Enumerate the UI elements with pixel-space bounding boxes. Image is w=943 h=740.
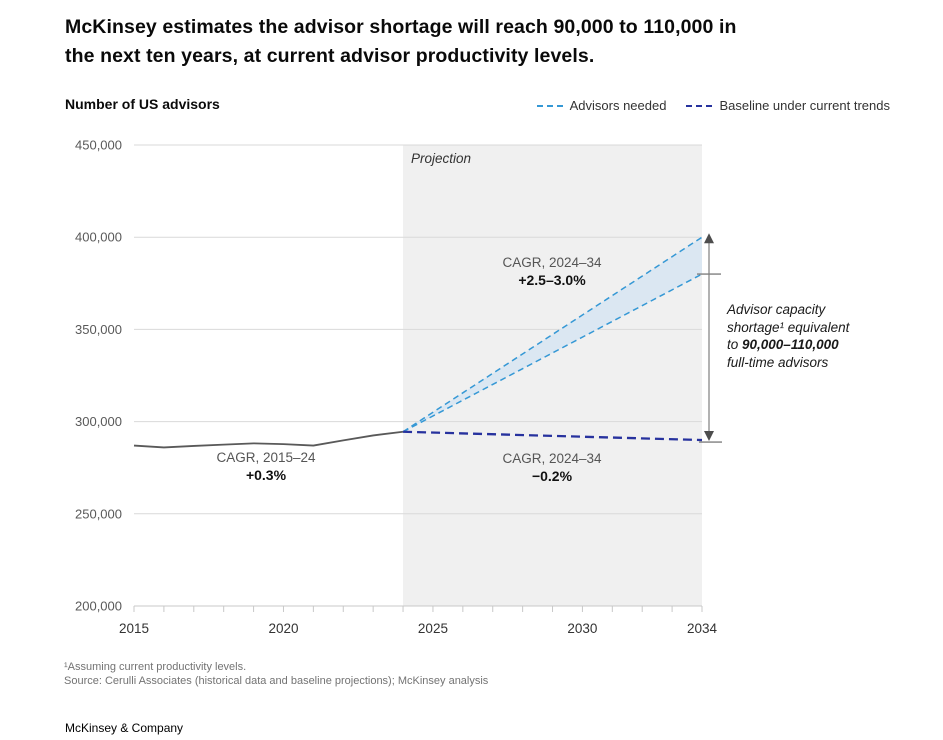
y-axis-tick-label: 250,000 bbox=[75, 506, 122, 521]
page-title-line2: the next ten years, at current advisor p… bbox=[65, 44, 595, 67]
footnote-assumption: ¹Assuming current productivity levels. bbox=[64, 661, 247, 673]
mckinsey-brand-wordmark: McKinsey & Company bbox=[65, 721, 184, 735]
baseline-line bbox=[403, 430, 703, 442]
legend-item-advisors-needed: Advisors needed bbox=[536, 98, 667, 113]
legend-label: Advisors needed bbox=[569, 98, 667, 113]
shortage-callout: Advisor capacity shortage¹ equivalent to… bbox=[727, 301, 877, 371]
cagr-baseline-value: −0.2% bbox=[531, 468, 573, 484]
y-axis-tick-label: 350,000 bbox=[75, 322, 122, 337]
arrow-down-icon bbox=[704, 431, 714, 442]
x-axis-tick-label: 2015 bbox=[119, 621, 149, 636]
footnote-source: Source: Cerulli Associates (historical d… bbox=[64, 675, 489, 687]
dashed-line-swatch-icon bbox=[536, 104, 563, 107]
y-axis-tick-label: 200,000 bbox=[75, 599, 122, 614]
chart-y-axis-title: Number of US advisors bbox=[65, 96, 220, 112]
y-axis-tick-label: 400,000 bbox=[75, 230, 122, 245]
y-axis-tick-label: 450,000 bbox=[75, 138, 122, 153]
page-title-line1: McKinsey estimates the advisor shortage … bbox=[65, 16, 737, 38]
arrow-up-icon bbox=[704, 233, 714, 244]
legend-label: Baseline under current trends bbox=[719, 98, 890, 113]
shortage-callout-line4: full-time advisors bbox=[727, 354, 829, 370]
needed-range-band bbox=[403, 237, 702, 432]
cagr-baseline-period: CAGR, 2024–34 bbox=[502, 451, 602, 466]
shortage-range-value: 90,000–110,000 bbox=[742, 337, 839, 352]
footnotes: ¹Assuming current productivity levels. S… bbox=[64, 660, 488, 688]
x-axis-tick-label: 2034 bbox=[687, 621, 718, 636]
cagr-needed-period: CAGR, 2024–34 bbox=[502, 255, 602, 270]
projection-region bbox=[403, 145, 702, 606]
shortage-callout-line2: shortage¹ equivalent bbox=[727, 319, 850, 335]
needed-lower-line bbox=[402, 273, 703, 433]
cagr-baseline-annotation: CAGR, 2024–34 −0.2% bbox=[442, 451, 662, 484]
projection-region-label: Projection bbox=[411, 151, 472, 166]
page-title: McKinsey estimates the advisor shortage … bbox=[65, 13, 905, 70]
x-axis-tick-label: 2025 bbox=[418, 621, 448, 636]
x-axis-tick-label: 2020 bbox=[268, 621, 298, 636]
dashed-line-swatch-icon bbox=[686, 104, 713, 107]
cagr-historical-period: CAGR, 2015–24 bbox=[216, 450, 316, 465]
shortage-callout-line3: to 90,000–110,000 bbox=[727, 337, 839, 352]
historical-line bbox=[133, 430, 404, 449]
cagr-historical-value: +0.3% bbox=[245, 467, 287, 483]
cagr-needed-value: +2.5–3.0% bbox=[518, 272, 586, 288]
chart-legend: Advisors needed Baseline under current t… bbox=[536, 98, 890, 113]
shortage-callout-line1: Advisor capacity bbox=[727, 302, 826, 317]
cagr-historical-annotation: CAGR, 2015–24 +0.3% bbox=[156, 450, 376, 483]
x-axis-tick-label: 2030 bbox=[567, 621, 597, 636]
y-axis-tick-label: 300,000 bbox=[75, 414, 122, 429]
cagr-needed-annotation: CAGR, 2024–34 +2.5–3.0% bbox=[442, 255, 662, 288]
legend-item-baseline: Baseline under current trends bbox=[686, 98, 890, 113]
